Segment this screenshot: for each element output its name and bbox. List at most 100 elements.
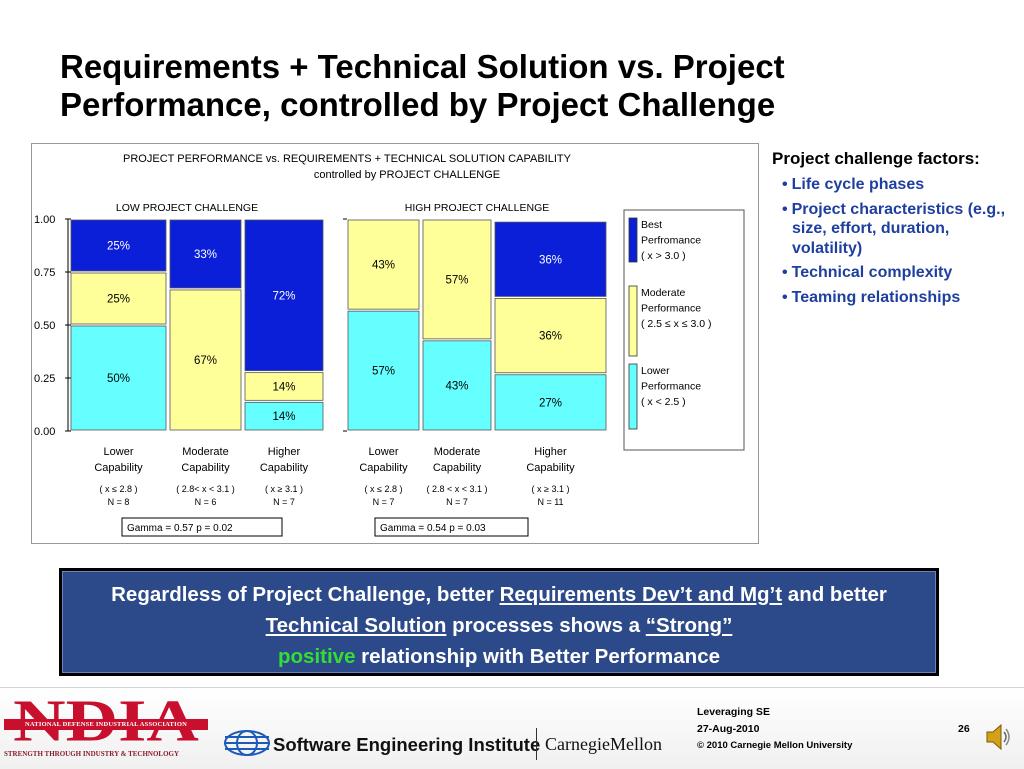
category-label: Capability [433, 462, 482, 474]
bar-segment-best [169, 219, 242, 289]
conclusion-callout: Regardless of Project Challenge, better … [59, 568, 939, 676]
category-label: Capability [359, 462, 408, 474]
svg-text:NDIA: NDIA [13, 692, 199, 744]
category-range: ( x ≥ 3.1 ) [265, 484, 303, 494]
factor-item: • Project characteristics (e.g., size, ef… [782, 200, 1006, 257]
stats-box [121, 517, 283, 537]
category-label: Capability [181, 462, 230, 474]
page-number: 26 [958, 723, 970, 735]
ndia-logo: NDIA NATIONAL DEFENSE INDUSTRIAL ASSOCIA… [4, 692, 208, 764]
bar-segment-label: 67% [194, 355, 217, 367]
panel-title: HIGH PROJECT CHALLENGE [405, 202, 550, 214]
challenge-factors-heading: Project challenge factors: [772, 149, 980, 168]
category-range: ( x ≥ 3.1 ) [532, 484, 570, 494]
category-range: ( 2.8< x < 3.1 ) [176, 484, 235, 494]
stats-text: Gamma = 0.54 p = 0.03 [380, 523, 486, 534]
category-range: ( x ≤ 2.8 ) [365, 484, 403, 494]
stats-box [374, 517, 529, 537]
category-n: N = 7 [446, 497, 468, 507]
category-n: N = 8 [108, 497, 130, 507]
slide-footer: NDIA NATIONAL DEFENSE INDUSTRIAL ASSOCIA… [0, 687, 1024, 769]
bar-segment-label: 33% [194, 249, 217, 261]
category-n: N = 7 [273, 497, 295, 507]
footer-date: 27-Aug-2010 [697, 723, 760, 735]
legend-label: Lower [641, 365, 670, 377]
legend-swatch-best [628, 217, 638, 263]
category-label: Capability [94, 462, 143, 474]
legend-label: Moderate [641, 287, 686, 299]
speaker-icon[interactable] [985, 722, 1013, 752]
ndia-letters-graphic: NDIA [13, 692, 199, 744]
legend-swatch-lower [628, 363, 638, 430]
bar-segment-moderate [244, 372, 324, 401]
ndia-tagline: STRENGTH THROUGH INDUSTRY & TECHNOLOGY [4, 750, 180, 758]
bar-segment-lower [494, 374, 607, 431]
bar-segment-label: 25% [107, 294, 130, 306]
legend-label: ( x > 3.0 ) [641, 250, 686, 262]
bar-segment-label: 43% [445, 380, 468, 392]
bar-segment-moderate [494, 298, 607, 374]
bar-segment-moderate [169, 289, 242, 431]
legend-label: Performance [641, 381, 701, 393]
bar-segment-label: 27% [539, 397, 562, 409]
bar-segment-label: 14% [272, 381, 295, 393]
footer-leveraging: Leveraging SE [697, 706, 770, 718]
y-tick-label: 0.25 [34, 373, 55, 385]
category-n: N = 7 [373, 497, 395, 507]
y-tick-label: 1.00 [34, 214, 55, 226]
conclusion-text: Regardless of Project Challenge, better … [111, 583, 887, 668]
sei-globe-icon [224, 730, 270, 756]
category-n: N = 6 [195, 497, 217, 507]
chart-title-line2: controlled by PROJECT CHALLENGE [314, 169, 500, 181]
category-range: ( x ≤ 2.8 ) [100, 484, 138, 494]
category-label: Moderate [434, 446, 480, 458]
bar-segment-label: 14% [272, 411, 295, 423]
sei-wordmark: Software Engineering Institute [273, 734, 541, 755]
slide-title-line2: Performance, controlled by Project Chall… [60, 86, 776, 123]
bar-segment-best [494, 221, 607, 297]
challenge-factors-list: • Life cycle phases • Project characterist… [772, 175, 1017, 307]
category-label: Capability [260, 462, 309, 474]
y-tick-label: 0.75 [34, 267, 55, 279]
category-range: ( 2.8 < x < 3.1 ) [426, 484, 487, 494]
y-tick-label: 0.50 [34, 320, 55, 332]
factor-item: • Teaming relationships [782, 288, 961, 306]
bar-segment-label: 25% [107, 241, 130, 253]
legend-label: ( x < 2.5 ) [641, 396, 686, 408]
category-label: Moderate [182, 446, 228, 458]
bar-segment-label: 50% [107, 373, 130, 385]
bar-segment-label: 43% [372, 260, 395, 272]
legend-label: Performance [641, 303, 701, 315]
slide-title: Requirements + Technical Solution vs. Pr… [60, 48, 980, 124]
footer-copyright: © 2010 Carnegie Mellon University [697, 740, 853, 751]
bar-segment-best [70, 219, 167, 272]
challenge-factors-panel: Project challenge factors: • Life cycle p… [772, 148, 1017, 312]
factor-item: • Technical complexity [782, 264, 953, 281]
ndia-band [4, 719, 208, 730]
ndia-band-text: NATIONAL DEFENSE INDUSTRIAL ASSOCIATION [25, 721, 187, 728]
bar-segment-label: 57% [445, 274, 468, 286]
bar-segment-moderate [347, 219, 420, 310]
legend-label: Perfromance [641, 235, 701, 247]
bar-segment-label: 36% [539, 254, 562, 266]
chart-title-line1: PROJECT PERFORMANCE vs. REQUIREMENTS + T… [123, 153, 572, 165]
legend-label: Best [641, 219, 662, 231]
legend-swatch-moderate [628, 285, 638, 357]
bar-segment-label: 36% [539, 331, 562, 343]
chart-svg: PROJECT PERFORMANCE vs. REQUIREMENTS + T… [34, 153, 745, 537]
bar-segment-lower [244, 401, 324, 431]
bar-segment-moderate [422, 219, 492, 340]
stats-text: Gamma = 0.57 p = 0.02 [127, 523, 233, 534]
bar-segment-lower [70, 325, 167, 431]
cmu-wordmark: CarnegieMellon [545, 734, 662, 754]
bar-segment-best [244, 219, 324, 372]
mosaic-chart: PROJECT PERFORMANCE vs. REQUIREMENTS + T… [31, 143, 759, 544]
category-label: Higher [534, 446, 567, 458]
bar-segment-label: 57% [372, 366, 395, 378]
category-n: N = 11 [537, 497, 563, 507]
category-label: Lower [369, 446, 399, 458]
y-tick-label: 0.00 [34, 426, 55, 438]
logo-divider [536, 728, 537, 760]
panel-title: LOW PROJECT CHALLENGE [116, 202, 258, 214]
category-label: Capability [526, 462, 575, 474]
